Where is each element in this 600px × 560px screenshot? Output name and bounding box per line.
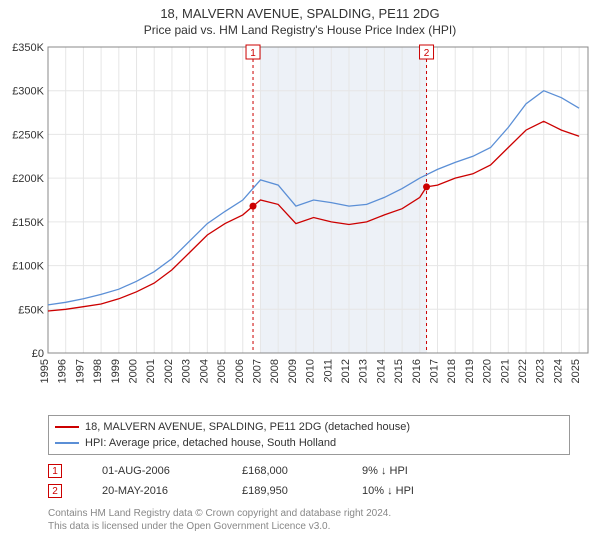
svg-text:1999: 1999	[110, 359, 122, 383]
svg-text:£350K: £350K	[12, 42, 44, 54]
legend-box: 18, MALVERN AVENUE, SPALDING, PE11 2DG (…	[48, 415, 570, 455]
legend-row: 18, MALVERN AVENUE, SPALDING, PE11 2DG (…	[55, 419, 563, 435]
svg-text:£50K: £50K	[18, 304, 44, 316]
chart-area: £0 £50K £100K £150K £200K £250K £300K £350K 1995…	[0, 41, 600, 411]
marker-delta: 9% ↓ HPI	[362, 465, 482, 477]
svg-text:2007: 2007	[251, 359, 263, 383]
svg-text:2017: 2017	[429, 359, 441, 383]
svg-text:2004: 2004	[198, 359, 210, 383]
marker-price: £168,000	[242, 465, 322, 477]
chart-title: 18, MALVERN AVENUE, SPALDING, PE11 2DG	[0, 0, 600, 21]
svg-text:2008: 2008	[269, 359, 281, 383]
svg-text:2013: 2013	[358, 359, 370, 383]
chart-container: 18, MALVERN AVENUE, SPALDING, PE11 2DG P…	[0, 0, 600, 560]
svg-text:2000: 2000	[128, 359, 140, 383]
svg-text:2012: 2012	[340, 359, 352, 383]
svg-text:2020: 2020	[482, 359, 494, 383]
marker-row: 2 20-MAY-2016 £189,950 10% ↓ HPI	[48, 481, 570, 501]
chart-svg: £0 £50K £100K £150K £200K £250K £300K £350K 1995…	[0, 41, 600, 411]
svg-text:2018: 2018	[446, 359, 458, 383]
svg-text:2022: 2022	[517, 359, 529, 383]
marker-badge: 1	[48, 464, 62, 478]
legend-swatch	[55, 426, 79, 428]
svg-text:2025: 2025	[570, 359, 582, 383]
legend-label: HPI: Average price, detached house, Sout…	[85, 437, 336, 449]
svg-text:1996: 1996	[57, 359, 69, 383]
svg-text:1997: 1997	[74, 359, 86, 383]
svg-text:2015: 2015	[393, 359, 405, 383]
svg-text:2001: 2001	[145, 359, 157, 383]
svg-text:£200K: £200K	[12, 173, 44, 185]
svg-text:2005: 2005	[216, 359, 228, 383]
svg-text:2002: 2002	[163, 359, 175, 383]
svg-text:2003: 2003	[181, 359, 193, 383]
svg-text:£300K: £300K	[12, 86, 44, 98]
svg-text:2010: 2010	[305, 359, 317, 383]
marker-table: 1 01-AUG-2006 £168,000 9% ↓ HPI 2 20-MAY…	[48, 461, 570, 501]
svg-text:£150K: £150K	[12, 217, 44, 229]
marker-price: £189,950	[242, 485, 322, 497]
legend-label: 18, MALVERN AVENUE, SPALDING, PE11 2DG (…	[85, 421, 410, 433]
footer-line: Contains HM Land Registry data © Crown c…	[48, 507, 570, 520]
svg-text:2024: 2024	[552, 359, 564, 383]
svg-text:£100K: £100K	[12, 261, 44, 273]
svg-text:1: 1	[250, 48, 256, 59]
svg-text:2011: 2011	[322, 359, 334, 383]
svg-text:2: 2	[424, 48, 430, 59]
svg-text:1998: 1998	[92, 359, 104, 383]
marker-delta: 10% ↓ HPI	[362, 485, 482, 497]
svg-text:2023: 2023	[535, 359, 547, 383]
svg-text:£250K: £250K	[12, 129, 44, 141]
svg-text:1995: 1995	[39, 359, 51, 383]
chart-subtitle: Price paid vs. HM Land Registry's House …	[0, 21, 600, 41]
marker-date: 20-MAY-2016	[102, 485, 202, 497]
marker-badge: 2	[48, 484, 62, 498]
marker-date: 01-AUG-2006	[102, 465, 202, 477]
footer-line: This data is licensed under the Open Gov…	[48, 520, 570, 533]
svg-text:2021: 2021	[499, 359, 511, 383]
svg-text:2006: 2006	[234, 359, 246, 383]
legend-row: HPI: Average price, detached house, Sout…	[55, 435, 563, 451]
svg-text:2014: 2014	[375, 359, 387, 383]
svg-text:2019: 2019	[464, 359, 476, 383]
legend-swatch	[55, 442, 79, 444]
svg-text:2009: 2009	[287, 359, 299, 383]
footer-attribution: Contains HM Land Registry data © Crown c…	[48, 507, 570, 533]
marker-row: 1 01-AUG-2006 £168,000 9% ↓ HPI	[48, 461, 570, 481]
svg-text:£0: £0	[32, 348, 44, 360]
svg-text:2016: 2016	[411, 359, 423, 383]
